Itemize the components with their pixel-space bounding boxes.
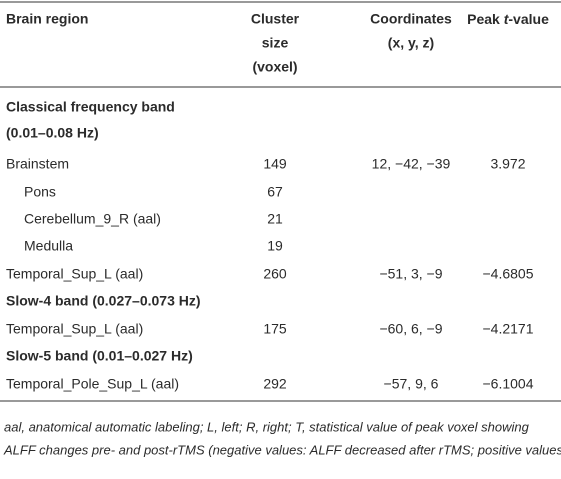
section-label: Slow-4 band (0.027–0.073 Hz) bbox=[6, 293, 201, 309]
table-cell: −4.6805 bbox=[483, 266, 534, 282]
table-cell: −57, 9, 6 bbox=[384, 376, 439, 392]
table-cell: Medulla bbox=[24, 238, 73, 254]
section-label: Classical frequency band bbox=[6, 99, 175, 115]
section-label: (0.01–0.08 Hz) bbox=[6, 125, 99, 141]
header-cell: Brain region bbox=[6, 11, 88, 27]
table-cell: 67 bbox=[267, 184, 283, 200]
table-cell: 175 bbox=[263, 321, 287, 337]
table-cell: 3.972 bbox=[490, 156, 525, 172]
table-cell: Pons bbox=[24, 184, 56, 200]
table-cell: 292 bbox=[263, 376, 287, 392]
table-cell: 12, −42, −39 bbox=[372, 156, 451, 172]
table-cell: 149 bbox=[263, 156, 287, 172]
header-part: Peak bbox=[467, 11, 504, 27]
table-cell: 21 bbox=[267, 211, 283, 227]
table-cell: Cerebellum_9_R (aal) bbox=[24, 211, 161, 227]
table-cell: Brainstem bbox=[6, 156, 69, 172]
table-cell: −4.2171 bbox=[483, 321, 534, 337]
header-cell: (x, y, z) bbox=[388, 35, 434, 51]
header-cell: Coordinates bbox=[370, 11, 452, 27]
footnote: aal, anatomical automatic labeling; L, l… bbox=[4, 419, 530, 434]
header-part: t bbox=[504, 11, 510, 27]
table-cell: Temporal_Sup_L (aal) bbox=[6, 321, 143, 337]
table-cell: −60, 6, −9 bbox=[379, 321, 442, 337]
header-part: -value bbox=[508, 11, 549, 27]
footnote: ALFF changes pre- and post-rTMS (negativ… bbox=[3, 442, 561, 457]
header-cell: Peak t-value bbox=[467, 11, 549, 27]
table-cell: −51, 3, −9 bbox=[379, 266, 442, 282]
table-cell: 19 bbox=[267, 238, 283, 254]
header-cell: (voxel) bbox=[252, 59, 297, 75]
table-cell: Temporal_Pole_Sup_L (aal) bbox=[6, 376, 179, 392]
table-cell: 260 bbox=[263, 266, 287, 282]
table-cell: Temporal_Sup_L (aal) bbox=[6, 266, 143, 282]
header-cell: Cluster bbox=[251, 11, 300, 27]
section-label: Slow-5 band (0.01–0.027 Hz) bbox=[6, 348, 193, 364]
table-cell: −6.1004 bbox=[483, 376, 534, 392]
header-cell: size bbox=[262, 35, 289, 51]
